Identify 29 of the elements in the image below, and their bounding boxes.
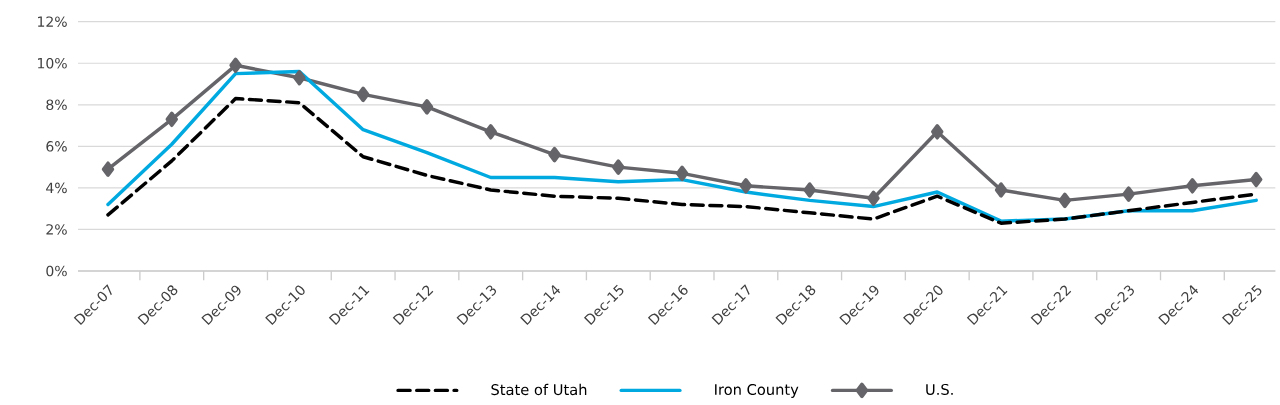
- point: [548, 146, 561, 163]
- point: [931, 124, 944, 140]
- y-tick-label: 10%: [38, 57, 67, 69]
- y-tick-label: 6%: [46, 141, 67, 152]
- point: [484, 124, 497, 140]
- point: [739, 178, 753, 194]
- point: [994, 182, 1008, 198]
- legend-label: Iron County: [715, 383, 799, 398]
- point: [101, 161, 115, 177]
- y-tick-label: 4%: [46, 182, 67, 194]
- y-tick-label: 0%: [46, 265, 67, 277]
- point: [675, 165, 689, 182]
- y-tick-label: 12%: [38, 16, 67, 27]
- point: [165, 111, 179, 128]
- point: [420, 99, 434, 115]
- point: [1058, 192, 1072, 209]
- legend-label: U.S.: [926, 383, 953, 396]
- point: [1249, 171, 1263, 188]
- point: [612, 159, 625, 175]
- point: [803, 182, 816, 198]
- point: [229, 57, 242, 74]
- point: [356, 86, 370, 103]
- point: [1186, 178, 1199, 194]
- point: [293, 70, 306, 86]
- y-tick-label: 2%: [46, 224, 67, 235]
- y-tick-label: 8%: [46, 99, 67, 111]
- point: [1122, 186, 1135, 202]
- legend-label: State of Utah: [491, 383, 587, 396]
- point: [867, 190, 880, 207]
